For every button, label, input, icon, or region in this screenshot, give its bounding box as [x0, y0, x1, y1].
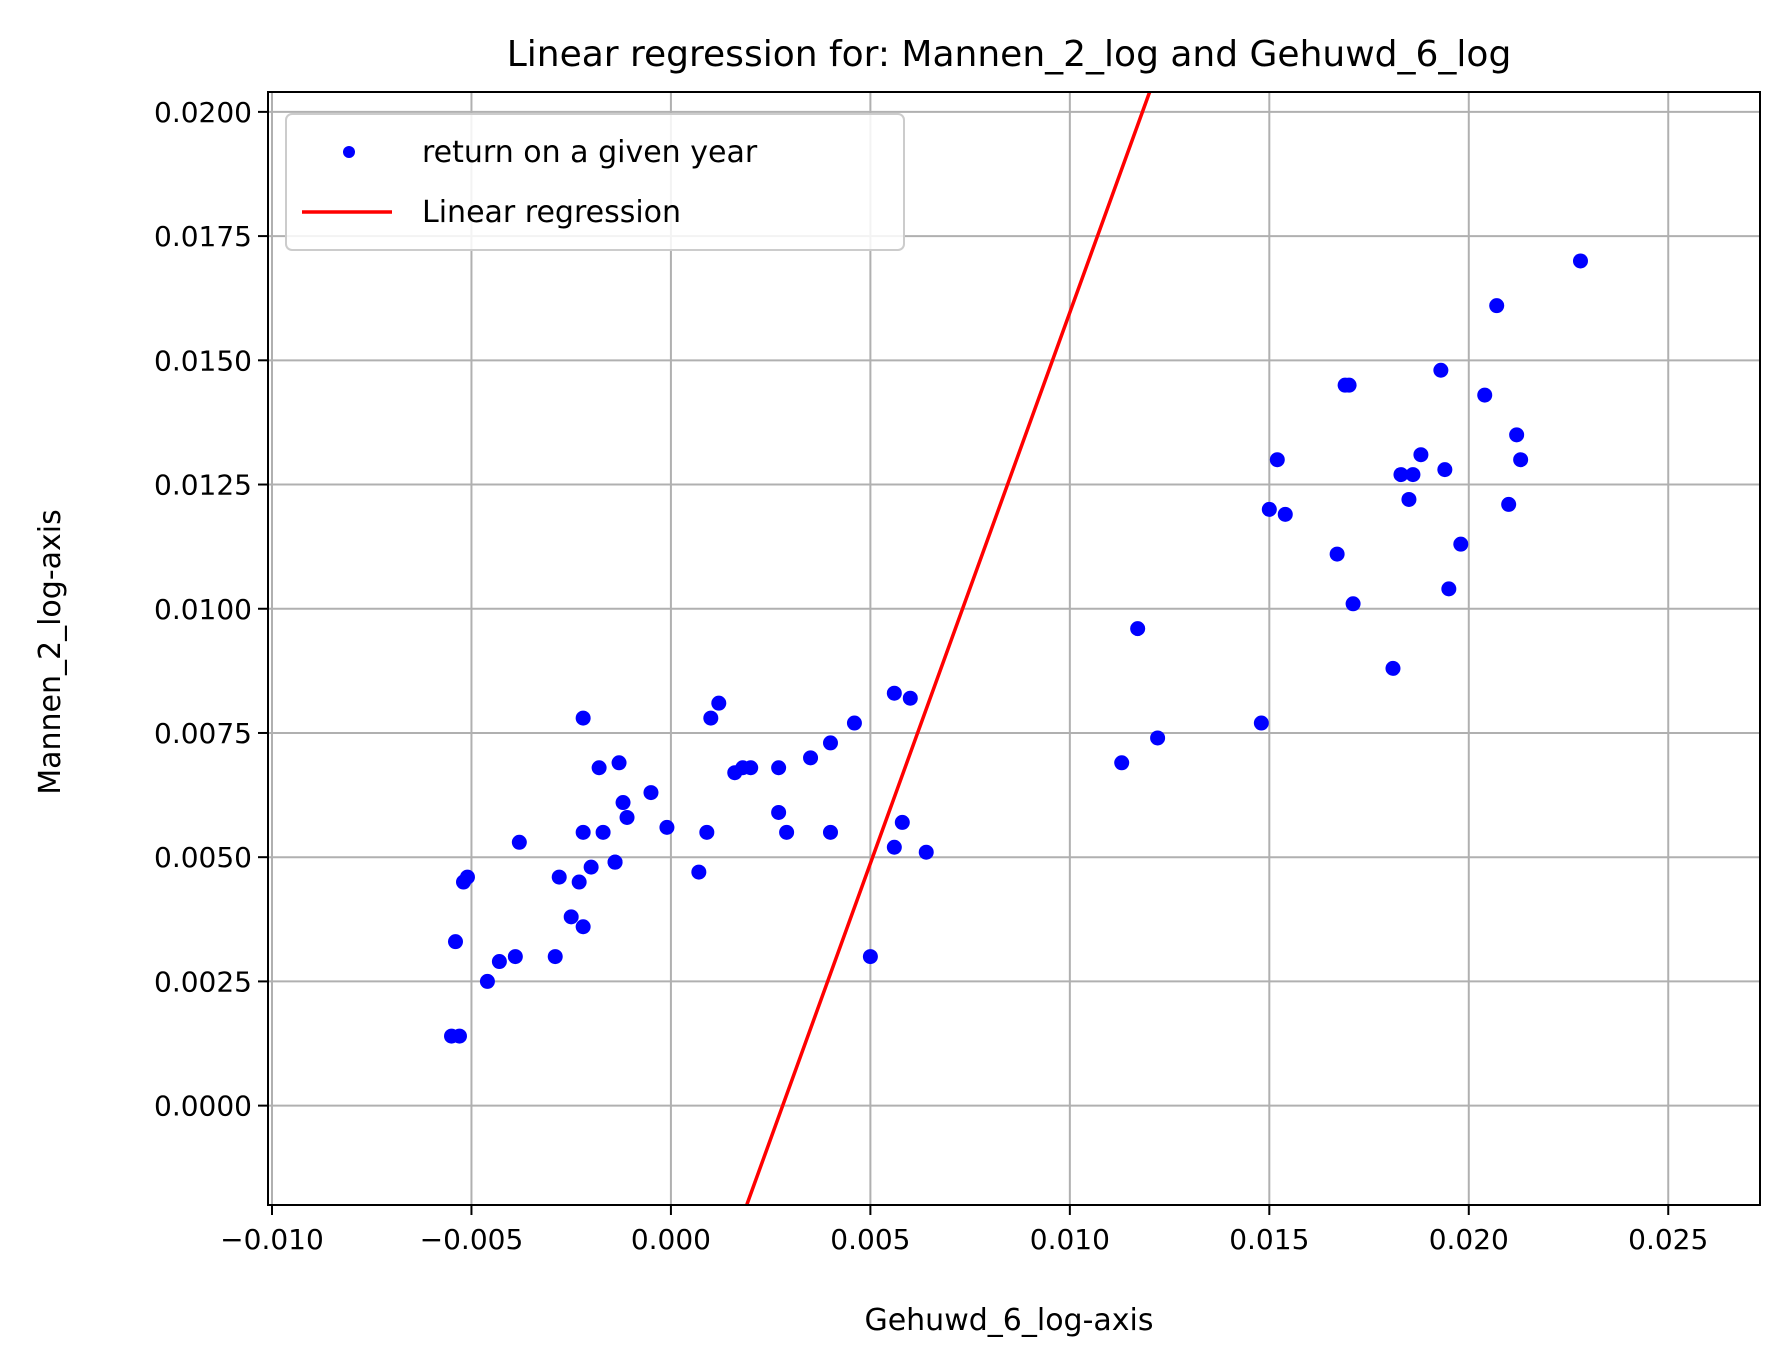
scatter-point: [511, 834, 527, 850]
x-axis-ticks: −0.010 −0.005 0.000 0.005 0.010 0.015 0.020 0.0…: [220, 1205, 1708, 1256]
scatter-point: [1477, 387, 1493, 403]
x-tick-label: 0.025: [1628, 1223, 1708, 1256]
scatter-point: [1405, 467, 1421, 483]
scatter-point: [1453, 536, 1469, 552]
scatter-point: [1401, 491, 1417, 507]
axes-frame: [267, 91, 1761, 1206]
scatter-point: [479, 973, 495, 989]
x-tick-label: 0.015: [1229, 1223, 1309, 1256]
y-tick-label: 0.0025: [154, 965, 252, 998]
regression-line: [745, 91, 1152, 1206]
scatter-point: [886, 839, 902, 855]
scatter-point: [1413, 447, 1429, 463]
scatter-point: [779, 824, 795, 840]
y-tick-label: 0.0100: [154, 593, 252, 626]
x-tick-label: −0.005: [420, 1223, 524, 1256]
y-tick-label: 0.0050: [154, 841, 252, 874]
grid-lines: [268, 92, 1760, 1205]
y-tick-label: 0.0200: [154, 96, 252, 129]
scatter-point: [615, 795, 631, 811]
legend-box: [285, 113, 905, 251]
scatter-point: [1261, 501, 1277, 517]
y-tick-label: 0.0000: [154, 1090, 252, 1123]
y-tick-label: 0.0125: [154, 469, 252, 502]
scatter-point: [1509, 427, 1525, 443]
scatter-point: [803, 750, 819, 766]
scatter-point: [563, 909, 579, 925]
scatter-point: [822, 735, 838, 751]
x-tick-label: 0.020: [1429, 1223, 1509, 1256]
x-tick-label: −0.010: [220, 1223, 324, 1256]
scatter-point: [1150, 730, 1166, 746]
scatter-point: [699, 824, 715, 840]
scatter-point: [1341, 377, 1357, 393]
scatter-point: [771, 804, 787, 820]
scatter-point: [551, 869, 567, 885]
scatter-point: [743, 760, 759, 776]
scatter-point: [491, 954, 507, 970]
scatter-point: [846, 715, 862, 731]
chart-title: Linear regression for: Mannen_2_log and …: [507, 34, 1512, 75]
scatter-point: [711, 695, 727, 711]
scatter-point: [595, 824, 611, 840]
scatter-point: [902, 690, 918, 706]
scatter-point: [1329, 546, 1345, 562]
scatter-point: [575, 710, 591, 726]
legend: return on a given year Linear regression: [285, 113, 905, 251]
scatter-point: [659, 819, 675, 835]
legend-line-label: Linear regression: [422, 195, 681, 230]
scatter-point: [1489, 298, 1505, 314]
scatter-point: [611, 755, 627, 771]
y-axis-ticks: 0.0000 0.0025 0.0050 0.0075 0.0100 0.0125 0.01…: [154, 96, 268, 1123]
scatter-point: [1269, 452, 1285, 468]
scatter-point: [1437, 462, 1453, 478]
scatter-point: [1253, 715, 1269, 731]
x-tick-label: 0.000: [631, 1223, 711, 1256]
plot-area: [444, 91, 1588, 1206]
scatter-point: [1441, 581, 1457, 597]
scatter-point: [1572, 253, 1588, 269]
scatter-point: [607, 854, 623, 870]
scatter-point: [547, 949, 563, 965]
scatter-point: [507, 949, 523, 965]
scatter-point: [451, 1028, 467, 1044]
scatter-point: [1277, 506, 1293, 522]
scatter-point: [691, 864, 707, 880]
scatter-point: [894, 814, 910, 830]
scatter-point: [886, 685, 902, 701]
scatter-point: [703, 710, 719, 726]
scatter-point: [459, 869, 475, 885]
scatter-point: [643, 785, 659, 801]
scatter-point: [447, 934, 463, 950]
scatter-point: [619, 809, 635, 825]
y-axis-label: Mannen_2_log-axis: [33, 509, 68, 795]
y-tick-label: 0.0150: [154, 344, 252, 377]
legend-scatter-label: return on a given year: [422, 135, 758, 170]
scatter-point: [575, 824, 591, 840]
scatter-point: [1433, 362, 1449, 378]
scatter-point: [1513, 452, 1529, 468]
scatter-point: [918, 844, 934, 860]
scatter-point: [591, 760, 607, 776]
scatter-point: [862, 949, 878, 965]
scatter-point: [822, 824, 838, 840]
scatter-point: [571, 874, 587, 890]
scatter-point: [1393, 467, 1409, 483]
y-tick-label: 0.0175: [154, 220, 252, 253]
scatter-point: [1114, 755, 1130, 771]
x-tick-label: 0.010: [1030, 1223, 1110, 1256]
scatter-point: [1130, 621, 1146, 637]
scatter-point: [1345, 596, 1361, 612]
scatter-point: [1501, 496, 1517, 512]
x-axis-label: Gehuwd_6_log-axis: [864, 1303, 1153, 1338]
y-tick-label: 0.0075: [154, 717, 252, 750]
scatter-point: [1385, 660, 1401, 676]
scatter-point: [575, 919, 591, 935]
scatter-point: [771, 760, 787, 776]
legend-scatter-marker: [343, 146, 355, 158]
scatter-point: [583, 859, 599, 875]
x-tick-label: 0.005: [830, 1223, 910, 1256]
